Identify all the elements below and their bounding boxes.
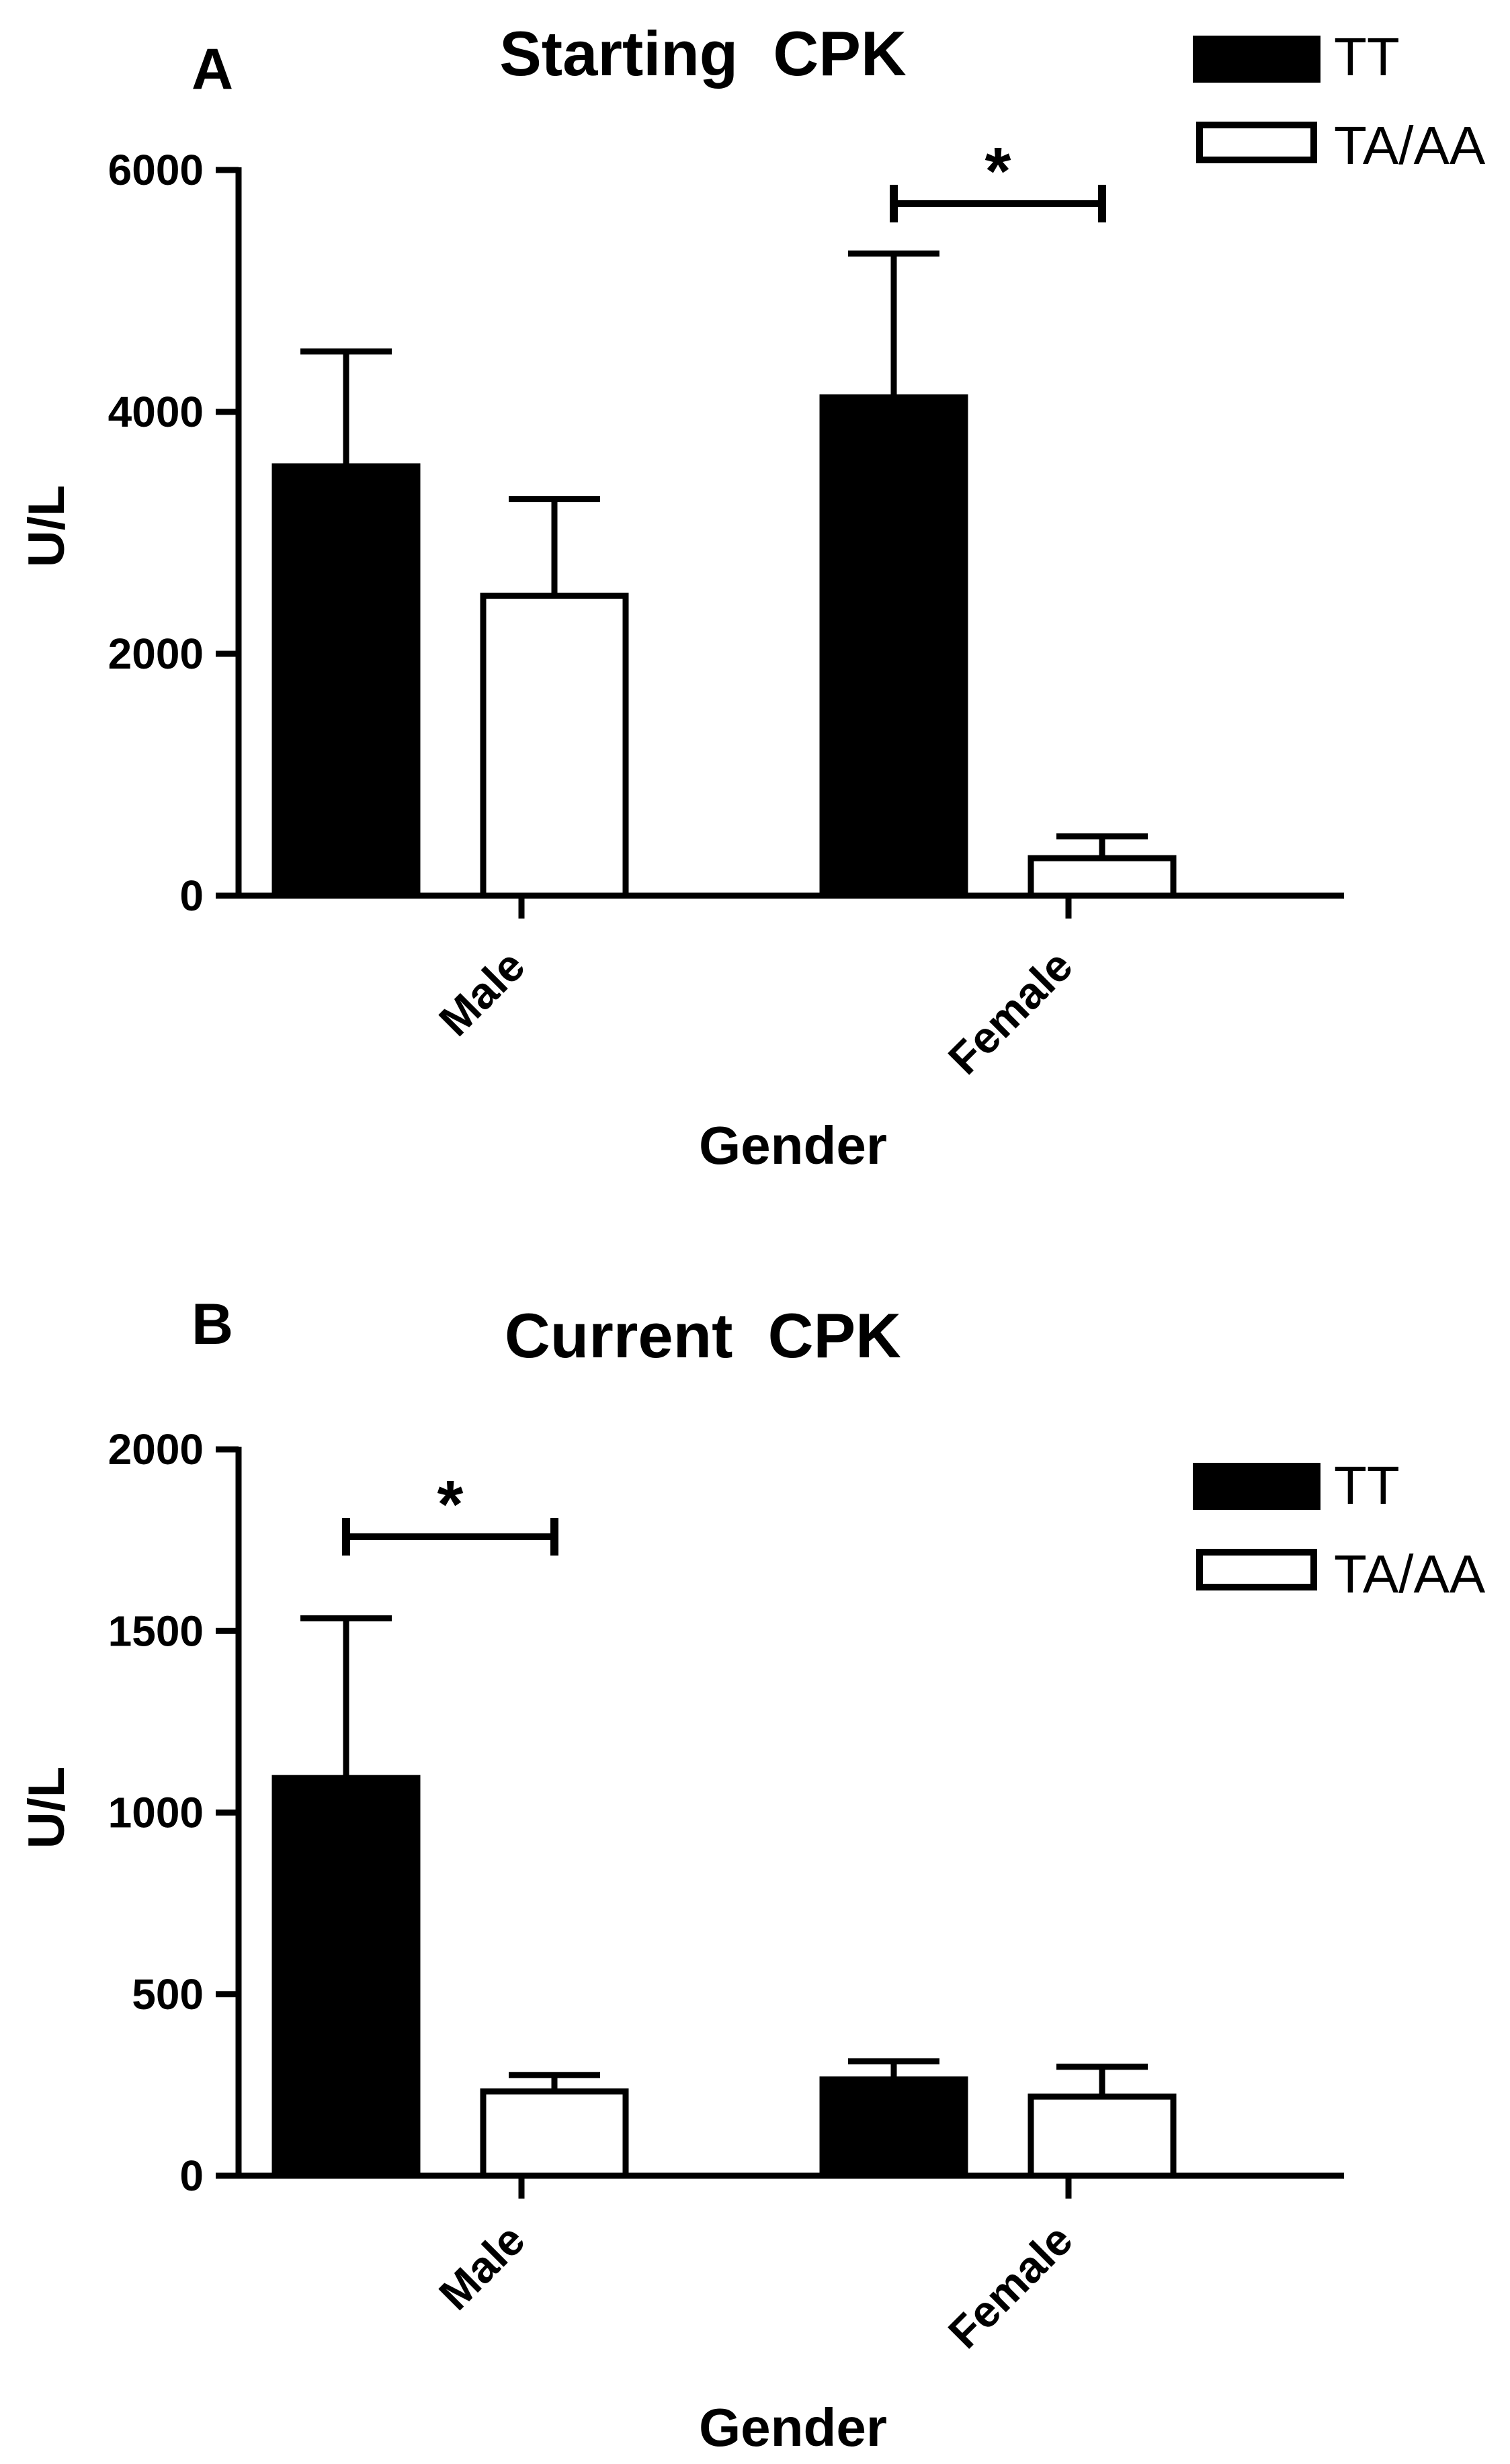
legend-label-taaa-a: TA/AA <box>1334 116 1486 175</box>
x-tick-label-male-a: Male <box>429 941 534 1046</box>
y-tick-label-b: 2000 <box>108 1425 204 1474</box>
legend-swatch-tt-b <box>1193 1463 1320 1510</box>
legend-swatch-tt-a <box>1193 36 1320 83</box>
y-tick-label-b: 1000 <box>108 1789 204 1837</box>
significance-star-a: * <box>985 134 1011 209</box>
bar-taaa-female-a <box>1027 855 1177 899</box>
legend-swatch-taaa-b <box>1196 1549 1317 1590</box>
plot-area-a: 0 2000 4000 6000 * <box>108 134 1344 920</box>
legend-label-tt-b: TT <box>1334 1455 1400 1515</box>
y-tick-label-b: 500 <box>132 1970 204 2019</box>
y-tick-label-a: 6000 <box>108 146 204 194</box>
bar-taaa-male-a <box>480 593 629 899</box>
y-axis-label-a: U/L <box>18 485 75 567</box>
x-axis-label-b: Gender <box>699 2397 887 2457</box>
bar-tt-male-b <box>271 1775 421 2179</box>
legend-label-tt-a: TT <box>1334 27 1400 87</box>
chart-panel-a: A Starting CPK U/L Gender Male Female 0 2… <box>18 18 1486 1175</box>
panel-label-a: A <box>192 37 233 101</box>
y-tick-label-a: 0 <box>179 872 204 920</box>
chart-panel-b: B Current CPK U/L Gender Male Female 0 50… <box>18 1292 1486 2457</box>
significance-star-b: * <box>437 1467 464 1542</box>
x-tick-label-male-b: Male <box>429 2215 534 2320</box>
y-tick-label-b: 1500 <box>108 1607 204 1655</box>
bar-tt-female-b <box>819 2076 968 2179</box>
plot-area-b: 0 500 1000 1500 2000 * <box>108 1425 1344 2200</box>
chart-title-b: Current CPK <box>505 1300 901 1371</box>
chart-title-a: Starting CPK <box>499 18 907 89</box>
y-tick-label-a: 2000 <box>108 630 204 678</box>
bar-taaa-female-b <box>1027 2093 1177 2179</box>
y-tick-label-a: 4000 <box>108 388 204 436</box>
legend-b: TT TA/AA <box>1193 1455 1486 1604</box>
legend-swatch-taaa-a <box>1196 122 1317 163</box>
y-axis-label-b: U/L <box>18 1767 75 1849</box>
y-tick-label-b: 0 <box>179 2152 204 2200</box>
legend-a: TT TA/AA <box>1193 27 1486 175</box>
x-tick-label-female-a: Female <box>939 941 1082 1084</box>
bar-tt-male-a <box>271 463 421 899</box>
bar-taaa-male-b <box>480 2088 629 2179</box>
x-axis-label-a: Gender <box>699 1115 887 1175</box>
x-tick-label-female-b: Female <box>939 2215 1082 2358</box>
legend-label-taaa-b: TA/AA <box>1334 1544 1486 1604</box>
bar-tt-female-a <box>819 394 968 899</box>
panel-label-b: B <box>192 1292 233 1357</box>
